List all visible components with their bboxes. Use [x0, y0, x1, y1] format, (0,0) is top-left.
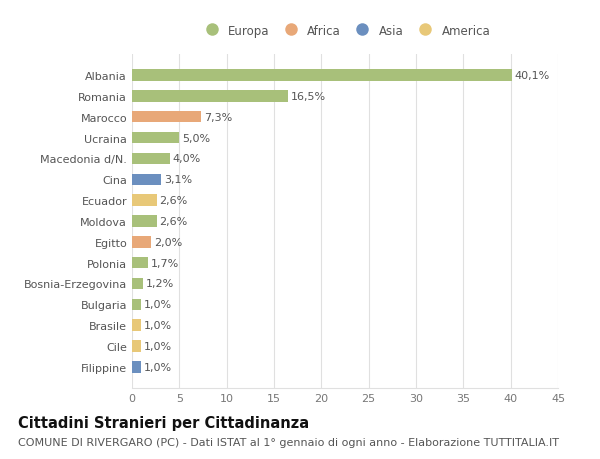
Bar: [132, 153, 170, 165]
Bar: [132, 299, 142, 310]
Bar: [132, 236, 151, 248]
Text: 16,5%: 16,5%: [291, 92, 326, 102]
Bar: [132, 257, 148, 269]
Text: 1,7%: 1,7%: [151, 258, 179, 268]
Text: 2,0%: 2,0%: [154, 237, 182, 247]
Bar: [132, 216, 157, 227]
Bar: [132, 112, 201, 123]
Legend: Europa, Africa, Asia, America: Europa, Africa, Asia, America: [196, 21, 494, 41]
Text: 3,1%: 3,1%: [164, 175, 193, 185]
Text: 4,0%: 4,0%: [173, 154, 201, 164]
Bar: [132, 361, 142, 373]
Bar: [132, 91, 288, 102]
Bar: [132, 341, 142, 352]
Text: 40,1%: 40,1%: [514, 71, 550, 81]
Text: 1,0%: 1,0%: [145, 362, 172, 372]
Bar: [132, 133, 179, 144]
Text: 2,6%: 2,6%: [160, 217, 188, 226]
Text: COMUNE DI RIVERGARO (PC) - Dati ISTAT al 1° gennaio di ogni anno - Elaborazione : COMUNE DI RIVERGARO (PC) - Dati ISTAT al…: [18, 437, 559, 447]
Bar: [132, 70, 512, 82]
Text: 7,3%: 7,3%: [204, 112, 232, 123]
Bar: [132, 195, 157, 207]
Text: 5,0%: 5,0%: [182, 133, 210, 143]
Text: 1,2%: 1,2%: [146, 279, 175, 289]
Bar: [132, 174, 161, 185]
Bar: [132, 320, 142, 331]
Text: Cittadini Stranieri per Cittadinanza: Cittadini Stranieri per Cittadinanza: [18, 415, 309, 431]
Text: 2,6%: 2,6%: [160, 196, 188, 206]
Text: 1,0%: 1,0%: [145, 300, 172, 310]
Text: 1,0%: 1,0%: [145, 341, 172, 351]
Bar: [132, 278, 143, 290]
Text: 1,0%: 1,0%: [145, 320, 172, 330]
